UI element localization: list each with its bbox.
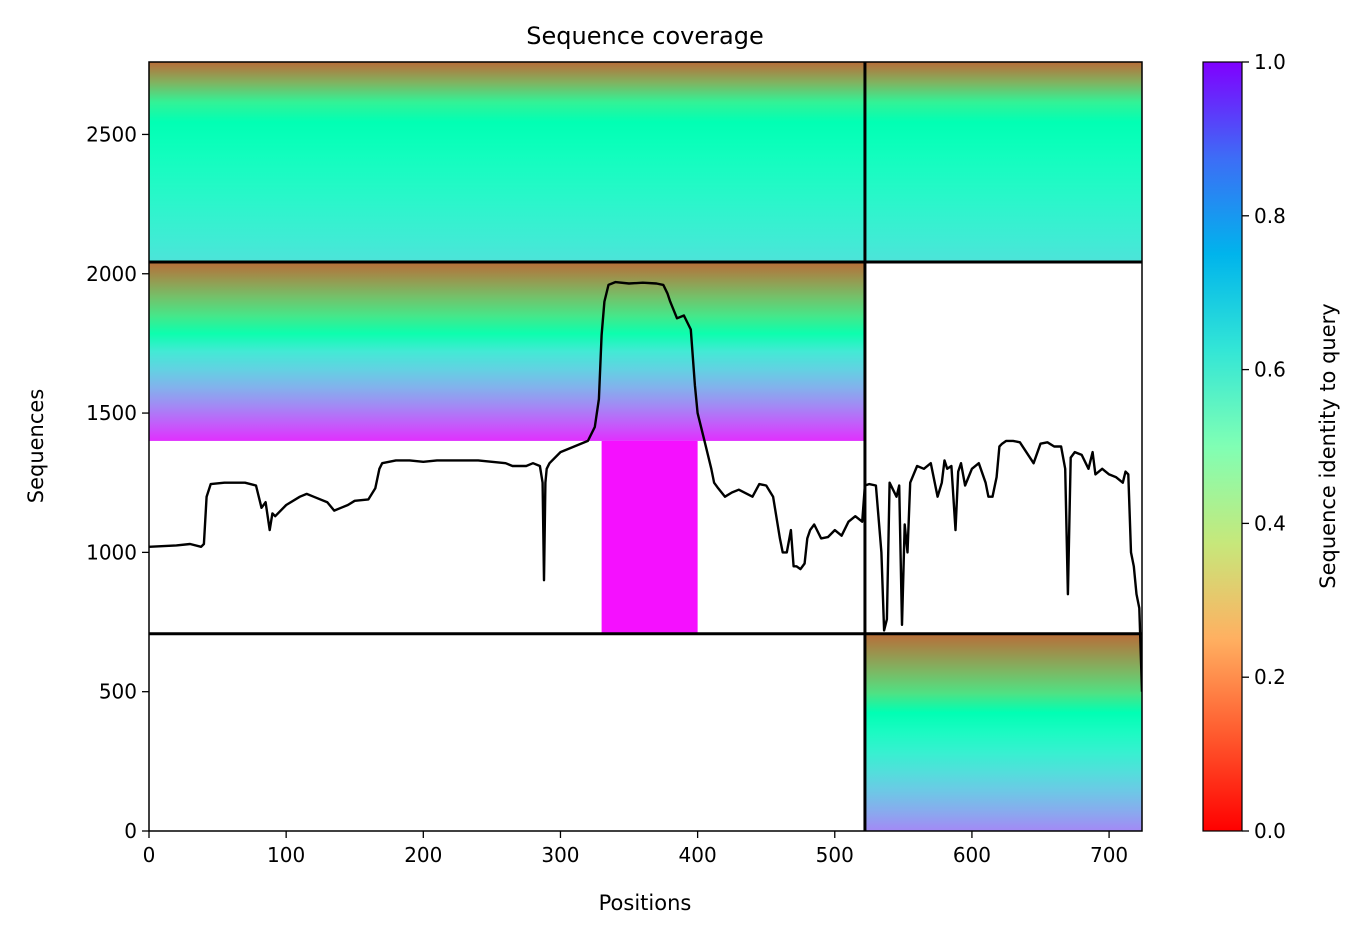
colorbar-tick-label: 0.4 (1254, 511, 1286, 535)
x-tick-label: 500 (816, 843, 854, 867)
colorbar-tick-label: 1.0 (1254, 50, 1286, 74)
colorbar-tick-label: 0.8 (1254, 204, 1286, 228)
heatmap-block (149, 62, 865, 263)
heatmap-block (601, 440, 698, 634)
colorbar-tick-label: 0.2 (1254, 665, 1286, 689)
x-tick-label: 0 (143, 843, 156, 867)
y-tick-label: 1500 (86, 401, 137, 425)
identity-heatmap (149, 62, 1142, 831)
coverage-line (149, 280, 1142, 692)
heatmap-block (864, 633, 1142, 831)
x-tick-label: 600 (953, 843, 991, 867)
y-tick-label: 2000 (86, 262, 137, 286)
x-tick-label: 100 (267, 843, 305, 867)
y-tick-label: 1000 (86, 540, 137, 564)
x-tick-label: 300 (541, 843, 579, 867)
y-tick-label: 2500 (86, 122, 137, 146)
colorbar-label: Sequence identity to query (1316, 303, 1340, 588)
y-tick-label: 500 (99, 680, 137, 704)
heatmap-block (149, 262, 865, 441)
plot-frame (148, 61, 1143, 832)
colorbar-tick-label: 0.0 (1254, 819, 1286, 843)
x-tick-label: 700 (1090, 843, 1128, 867)
x-axis: 0 100 200 300 400 500 600 700 (143, 831, 1128, 867)
colorbar-gradient (1202, 61, 1243, 832)
x-axis-label: Positions (599, 891, 692, 915)
colorbar-tick-label: 0.6 (1254, 358, 1286, 382)
x-tick-label: 200 (404, 843, 442, 867)
x-tick-label: 400 (679, 843, 717, 867)
y-axis: 0 500 1000 1500 2000 2500 (86, 122, 149, 843)
chart-title: Sequence coverage (526, 22, 763, 50)
chain-boundaries (149, 62, 1142, 831)
y-axis-label: Sequences (24, 389, 48, 504)
heatmap-block (864, 62, 1142, 263)
colorbar-ticks: 0.0 0.2 0.4 0.6 0.8 1.0 (1242, 50, 1286, 843)
plot-area (149, 62, 1142, 831)
y-tick-label: 0 (124, 819, 137, 843)
colorbar: 0.0 0.2 0.4 0.6 0.8 1.0 Sequence identity to … (1202, 50, 1340, 843)
